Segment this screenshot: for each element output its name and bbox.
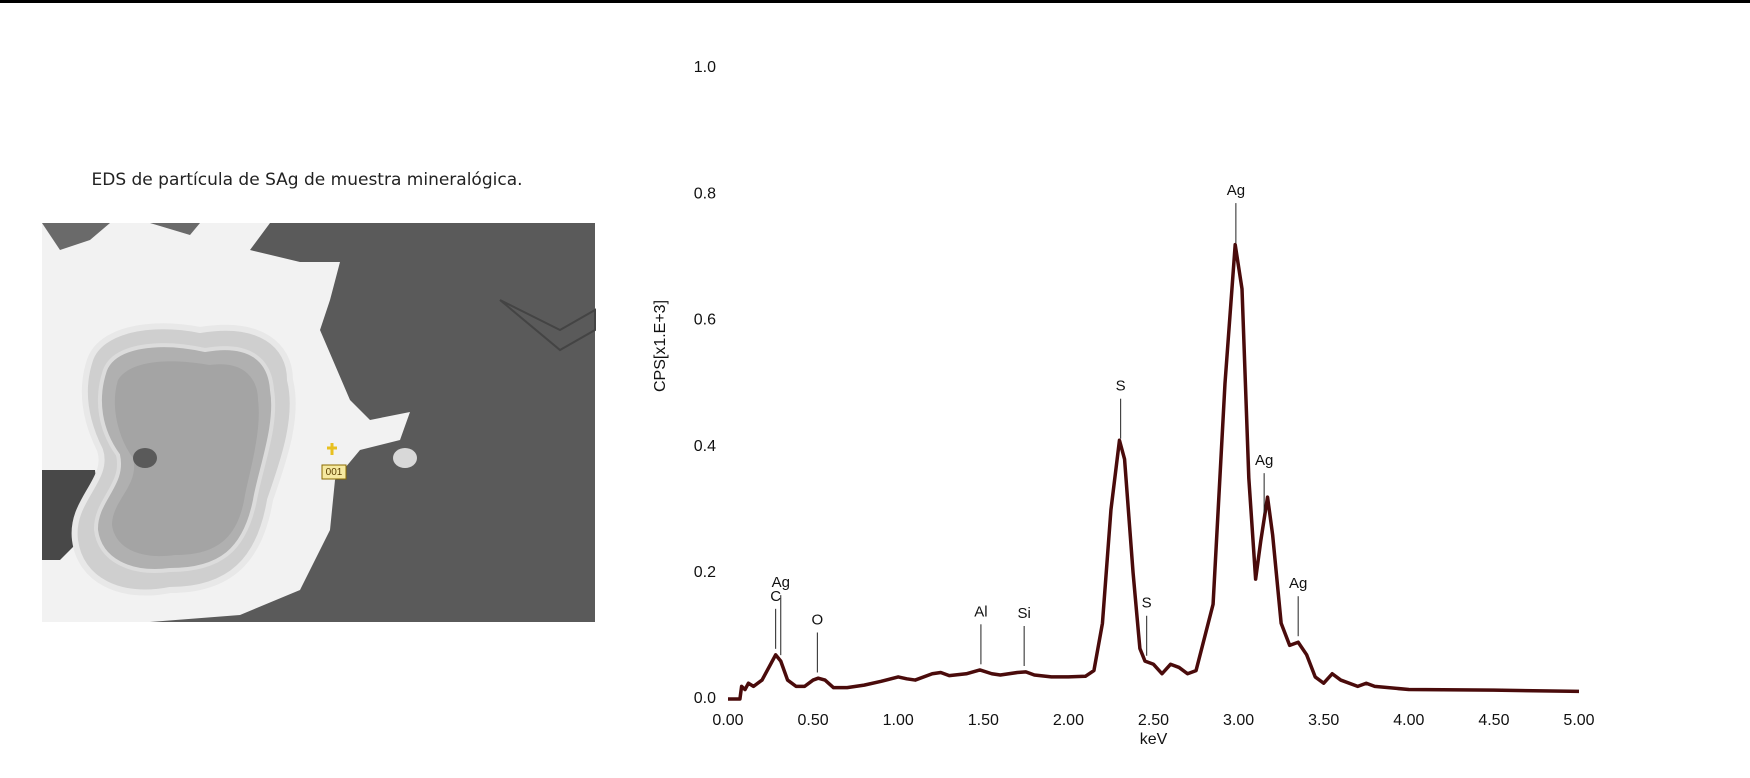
x-tick-label: 4.00 [1393, 712, 1424, 729]
x-tick-label: 1.50 [968, 712, 999, 729]
x-tick-label: 3.00 [1223, 712, 1254, 729]
x-axis-label: keV [1140, 731, 1168, 748]
peak-label: Ag [772, 574, 790, 591]
y-tick-label: 0.6 [694, 312, 716, 329]
top-border [0, 0, 1750, 3]
peak-label: Si [1017, 605, 1030, 622]
y-tick-label: 1.0 [694, 59, 716, 76]
x-tick-label: 4.50 [1478, 712, 1509, 729]
peak-label: C [770, 588, 781, 605]
x-tick-label: 1.00 [883, 712, 914, 729]
caption: EDS de partícula de SAg de muestra miner… [91, 170, 522, 190]
peak-label: Al [974, 603, 987, 620]
peak-label: Ag [1289, 575, 1307, 592]
marker-label: 001 [326, 467, 343, 478]
x-tick-label: 2.50 [1138, 712, 1169, 729]
y-axis-label: CPS[x1.E+3] [652, 300, 669, 392]
x-tick-label: 0.50 [798, 712, 829, 729]
peak-label: O [812, 611, 824, 628]
x-tick-label: 2.00 [1053, 712, 1084, 729]
y-tick-label: 0.8 [694, 185, 716, 202]
spectrum-line [728, 242, 1580, 701]
x-tick-label: 3.50 [1308, 712, 1339, 729]
y-tick-label: 0.4 [694, 438, 716, 455]
peak-label: S [1116, 378, 1126, 395]
x-tick-label: 5.00 [1563, 712, 1594, 729]
sem-image: 001 [42, 223, 596, 622]
peak-label: Ag [1227, 182, 1245, 199]
peak-label: Ag [1255, 452, 1273, 469]
peak-label: S [1142, 595, 1152, 612]
x-tick-label: 0.00 [712, 712, 743, 729]
y-tick-label: 0.0 [694, 690, 716, 707]
y-tick-label: 0.2 [694, 564, 716, 581]
